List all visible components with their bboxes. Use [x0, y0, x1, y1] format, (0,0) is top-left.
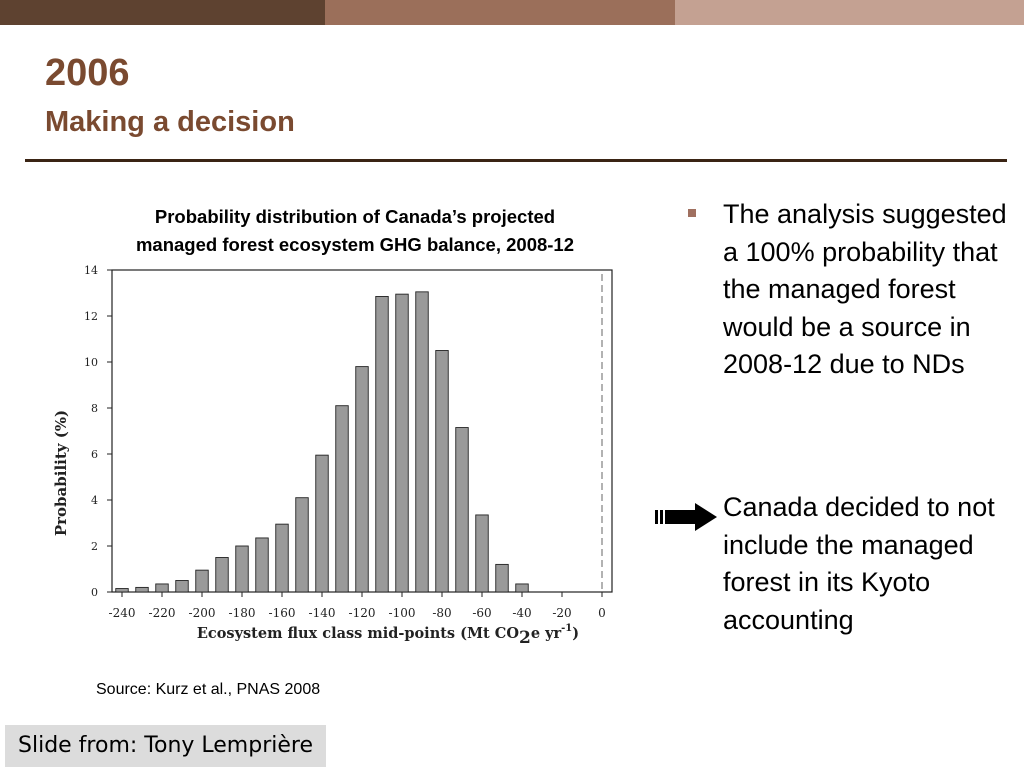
title-divider — [25, 159, 1007, 162]
bar — [355, 366, 369, 593]
x-tick-label: -200 — [189, 606, 216, 620]
x-tick-label: -100 — [389, 606, 416, 620]
x-tick-label: -120 — [349, 606, 376, 620]
bullet-text: The analysis suggested a 100% probabilit… — [723, 199, 1007, 379]
bar — [315, 454, 329, 593]
bar — [275, 523, 289, 593]
x-tick-label: -240 — [109, 606, 136, 620]
bar — [295, 497, 309, 593]
top-bar-segment-light — [675, 0, 1024, 25]
bar — [215, 557, 229, 593]
x-tick-label: -160 — [269, 606, 296, 620]
arrow-bullet-item: Canada decided to not include the manage… — [655, 489, 1015, 639]
x-tick-label: -20 — [552, 606, 571, 620]
bar — [455, 427, 469, 593]
x-tick-label: -40 — [512, 606, 531, 620]
square-bullet-icon — [688, 209, 696, 217]
x-tick-label: -60 — [472, 606, 491, 620]
top-bar-segment-dark — [0, 0, 325, 25]
x-axis-label: Ecosystem flux class mid-points (Mt CO2e… — [197, 623, 579, 648]
bar — [335, 405, 349, 593]
bar — [475, 514, 489, 593]
chart-title-line-2: managed forest ecosystem GHG balance, 20… — [135, 234, 575, 255]
bullet-item: The analysis suggested a 100% probabilit… — [688, 196, 1018, 384]
y-tick-label: 0 — [91, 586, 98, 599]
top-decor-bar — [0, 0, 1024, 25]
x-tick-label: -80 — [432, 606, 451, 620]
bar — [195, 569, 209, 593]
right-arrow-icon — [655, 503, 717, 531]
y-tick-label: 10 — [84, 356, 98, 369]
slide-credit: Slide from: Tony Lemprière — [5, 725, 326, 767]
bar — [135, 586, 149, 593]
bar — [495, 563, 509, 593]
bar — [415, 291, 429, 593]
slide-title: 2006 — [45, 52, 130, 94]
source-citation: Source: Kurz et al., PNAS 2008 — [96, 681, 321, 698]
bullet-list: The analysis suggested a 100% probabilit… — [688, 196, 1018, 384]
top-bar-segment-medium — [325, 0, 675, 25]
bar — [395, 293, 409, 593]
arrow-bullet-text: Canada decided to not include the manage… — [723, 492, 995, 635]
chart-title-line-1: Probability distribution of Canada’s pro… — [154, 206, 556, 227]
slide-subtitle: Making a decision — [45, 106, 295, 138]
bar — [435, 350, 449, 593]
bar — [235, 545, 249, 593]
x-tick-label: -220 — [149, 606, 176, 620]
bar — [375, 296, 389, 593]
y-tick-label: 4 — [91, 494, 98, 507]
bar — [175, 580, 189, 593]
bar — [115, 588, 129, 593]
x-tick-label: 0 — [598, 606, 606, 620]
y-tick-label: 14 — [84, 264, 98, 277]
bar — [155, 583, 169, 593]
y-tick-label: 6 — [91, 448, 98, 461]
y-tick-label: 8 — [91, 402, 98, 415]
y-tick-label: 2 — [91, 540, 98, 553]
bar — [515, 583, 529, 593]
bar — [255, 537, 269, 593]
x-tick-label: -140 — [309, 606, 336, 620]
x-tick-label: -180 — [229, 606, 256, 620]
y-axis-label: Probability (%) — [52, 410, 70, 536]
y-tick-label: 12 — [84, 310, 98, 323]
chart-title: Probability distribution of Canada’s pro… — [70, 203, 640, 259]
